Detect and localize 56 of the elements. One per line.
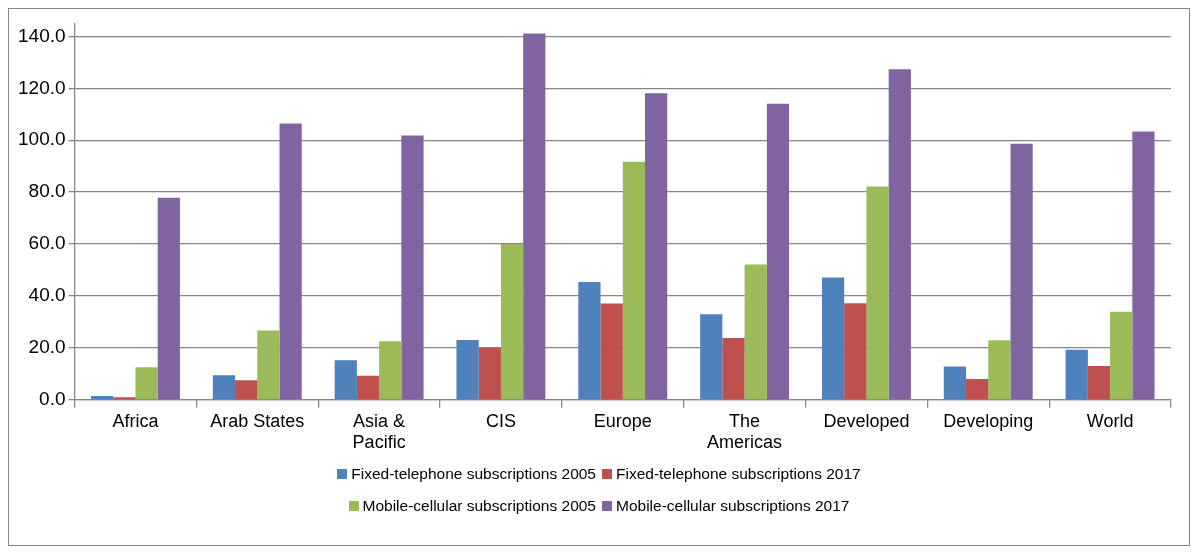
bar [356,375,380,400]
y-tick-label: 40.0 [28,284,66,306]
x-tick-label: Africa [112,410,160,431]
bar [1087,366,1111,400]
y-tick-label: 80.0 [28,180,66,202]
x-tick-label: Arab States [210,410,305,431]
bar [1065,349,1088,400]
bar [1010,143,1033,400]
bar [744,264,767,400]
bar [523,33,546,400]
x-tick-label: Developed [823,410,910,431]
bar [578,281,601,400]
x-tick-label: Developing [943,410,1034,431]
y-tick-label: 120.0 [18,76,66,98]
bar [334,360,357,400]
bar [135,367,158,400]
bar [844,303,867,400]
x-tick-label: Asia & Pacific [352,410,406,453]
bar [478,347,501,400]
bar [988,340,1011,400]
bar [966,379,989,400]
legend-label: Mobile-cellular subscriptions 2005 [362,497,596,515]
bar [943,366,967,400]
x-tick-label: World [1086,410,1134,431]
bar [257,330,280,400]
y-tick-label: 100.0 [18,128,66,150]
legend-label: Mobile-cellular subscriptions 2017 [616,497,850,515]
y-tick-label: 60.0 [28,232,66,254]
bar [722,338,745,400]
x-tick-label: Europe [593,410,652,431]
y-tick-label: 20.0 [28,336,66,358]
bar [888,69,911,400]
bar [379,341,402,400]
bar [622,161,646,400]
x-tick-label: The Americas [707,410,783,453]
bar [456,340,479,400]
bar [866,186,889,400]
bar [600,303,623,400]
bar [1132,131,1155,400]
bar [645,93,668,400]
bar [1110,311,1133,400]
bar [401,135,424,400]
x-tick-label: CIS [485,410,516,431]
bar [212,375,236,400]
bar [157,197,180,400]
bar [700,314,723,400]
bar [235,380,258,400]
legend-label: Fixed-telephone subscriptions 2005 [351,465,596,483]
bar [90,395,114,400]
bar [766,103,790,400]
bar [279,123,302,400]
y-tick-label: 140.0 [18,24,66,46]
y-tick-label: 0.0 [39,388,66,410]
bar [500,244,524,400]
bar [821,277,845,400]
legend-label: Fixed-telephone subscriptions 2017 [616,465,861,483]
